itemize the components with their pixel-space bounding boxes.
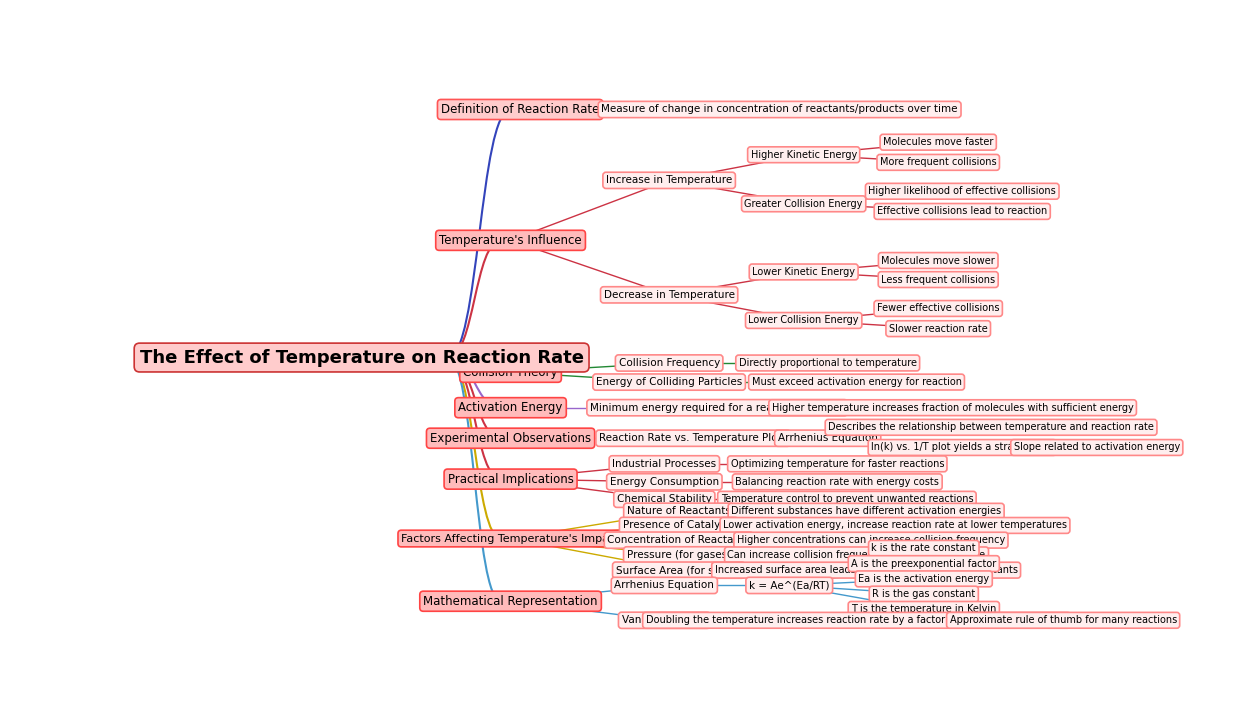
Text: Nature of Reactants: Nature of Reactants <box>626 506 730 516</box>
Text: A is the preexponential factor: A is the preexponential factor <box>851 559 997 569</box>
Text: Less frequent collisions: Less frequent collisions <box>882 275 996 285</box>
Text: Doubling the temperature increases reaction rate by a factor of 24 for every 10°: Doubling the temperature increases react… <box>646 615 1068 625</box>
Text: More frequent collisions: More frequent collisions <box>880 157 997 167</box>
Text: Higher likelihood of effective collisions: Higher likelihood of effective collision… <box>868 186 1056 196</box>
Text: Ea is the activation energy: Ea is the activation energy <box>858 574 990 584</box>
Text: Balancing reaction rate with energy costs: Balancing reaction rate with energy cost… <box>735 476 939 487</box>
Text: Can increase collision frequency by reducing volume: Can increase collision frequency by redu… <box>728 550 986 560</box>
Text: Temperature's Influence: Temperature's Influence <box>439 234 582 247</box>
Text: Factors Affecting Temperature's Impact: Factors Affecting Temperature's Impact <box>402 534 620 544</box>
Text: Molecules move slower: Molecules move slower <box>882 256 994 266</box>
Text: Increased surface area leads to more collisions with reactants: Increased surface area leads to more col… <box>714 565 1018 575</box>
Text: Arrhenius Equation: Arrhenius Equation <box>614 581 714 590</box>
Text: Different substances have different activation energies: Different substances have different acti… <box>732 506 1001 516</box>
Text: Experimental Observations: Experimental Observations <box>430 432 591 445</box>
Text: Higher temperature increases fraction of molecules with sufficient energy: Higher temperature increases fraction of… <box>771 403 1133 413</box>
Text: Van't Hoff's Rule: Van't Hoff's Rule <box>621 615 707 625</box>
Text: Slower reaction rate: Slower reaction rate <box>889 324 987 333</box>
Text: R is the gas constant: R is the gas constant <box>872 589 976 599</box>
Text: Arrhenius Equation: Arrhenius Equation <box>777 433 878 443</box>
Text: Temperature control to prevent unwanted reactions: Temperature control to prevent unwanted … <box>720 494 973 504</box>
Text: Optimizing temperature for faster reactions: Optimizing temperature for faster reacti… <box>730 459 944 469</box>
Text: Approximate rule of thumb for many reactions: Approximate rule of thumb for many react… <box>950 615 1177 625</box>
Text: Chemical Stability: Chemical Stability <box>616 494 712 504</box>
Text: Industrial Processes: Industrial Processes <box>613 459 717 469</box>
Text: Higher concentrations can increase collision frequency: Higher concentrations can increase colli… <box>737 535 1006 545</box>
Text: k = Ae^(Ea/RT): k = Ae^(Ea/RT) <box>749 581 830 590</box>
Text: Molecules move faster: Molecules move faster <box>883 137 993 147</box>
Text: Fewer effective collisions: Fewer effective collisions <box>877 304 999 314</box>
Text: Directly proportional to temperature: Directly proportional to temperature <box>739 358 916 368</box>
Text: Reaction Rate vs. Temperature Plots: Reaction Rate vs. Temperature Plots <box>599 433 787 443</box>
Text: Practical Implications: Practical Implications <box>448 473 574 486</box>
Text: Definition of Reaction Rate: Definition of Reaction Rate <box>441 103 599 116</box>
Text: ln(k) vs. 1/T plot yields a straight line: ln(k) vs. 1/T plot yields a straight lin… <box>872 442 1053 452</box>
Text: Slope related to activation energy: Slope related to activation energy <box>1013 442 1180 452</box>
Text: Presence of Catalysts: Presence of Catalysts <box>622 520 735 530</box>
Text: Pressure (for gases): Pressure (for gases) <box>626 550 730 560</box>
Text: Higher Kinetic Energy: Higher Kinetic Energy <box>750 149 857 160</box>
Text: Effective collisions lead to reaction: Effective collisions lead to reaction <box>877 207 1048 217</box>
Text: Lower Kinetic Energy: Lower Kinetic Energy <box>753 267 856 277</box>
Text: Lower activation energy, increase reaction rate at lower temperatures: Lower activation energy, increase reacti… <box>723 520 1066 530</box>
Text: Energy of Colliding Particles: Energy of Colliding Particles <box>596 377 743 387</box>
Text: Lower Collision Energy: Lower Collision Energy <box>749 316 859 326</box>
Text: Activation Energy: Activation Energy <box>459 401 563 414</box>
Text: Collision Frequency: Collision Frequency <box>619 358 719 368</box>
Text: The Effect of Temperature on Reaction Rate: The Effect of Temperature on Reaction Ra… <box>140 348 584 367</box>
Text: Describes the relationship between temperature and reaction rate: Describes the relationship between tempe… <box>828 422 1154 433</box>
Text: Mathematical Representation: Mathematical Representation <box>423 595 598 607</box>
Text: Energy Consumption: Energy Consumption <box>610 476 719 487</box>
Text: Concentration of Reactants: Concentration of Reactants <box>608 535 750 545</box>
Text: Greater Collision Energy: Greater Collision Energy <box>744 199 863 209</box>
Text: Must exceed activation energy for reaction: Must exceed activation energy for reacti… <box>751 377 961 387</box>
Text: Measure of change in concentration of reactants/products over time: Measure of change in concentration of re… <box>601 105 957 115</box>
Text: T is the temperature in Kelvin: T is the temperature in Kelvin <box>851 605 997 615</box>
Text: Surface Area (for solids): Surface Area (for solids) <box>616 565 742 575</box>
Text: Minimum energy required for a reaction to occur: Minimum energy required for a reaction t… <box>590 403 844 413</box>
Text: k is the rate constant: k is the rate constant <box>872 543 976 554</box>
Text: Increase in Temperature: Increase in Temperature <box>606 176 733 185</box>
Text: Collision Theory: Collision Theory <box>464 366 558 379</box>
Text: Decrease in Temperature: Decrease in Temperature <box>604 290 734 300</box>
